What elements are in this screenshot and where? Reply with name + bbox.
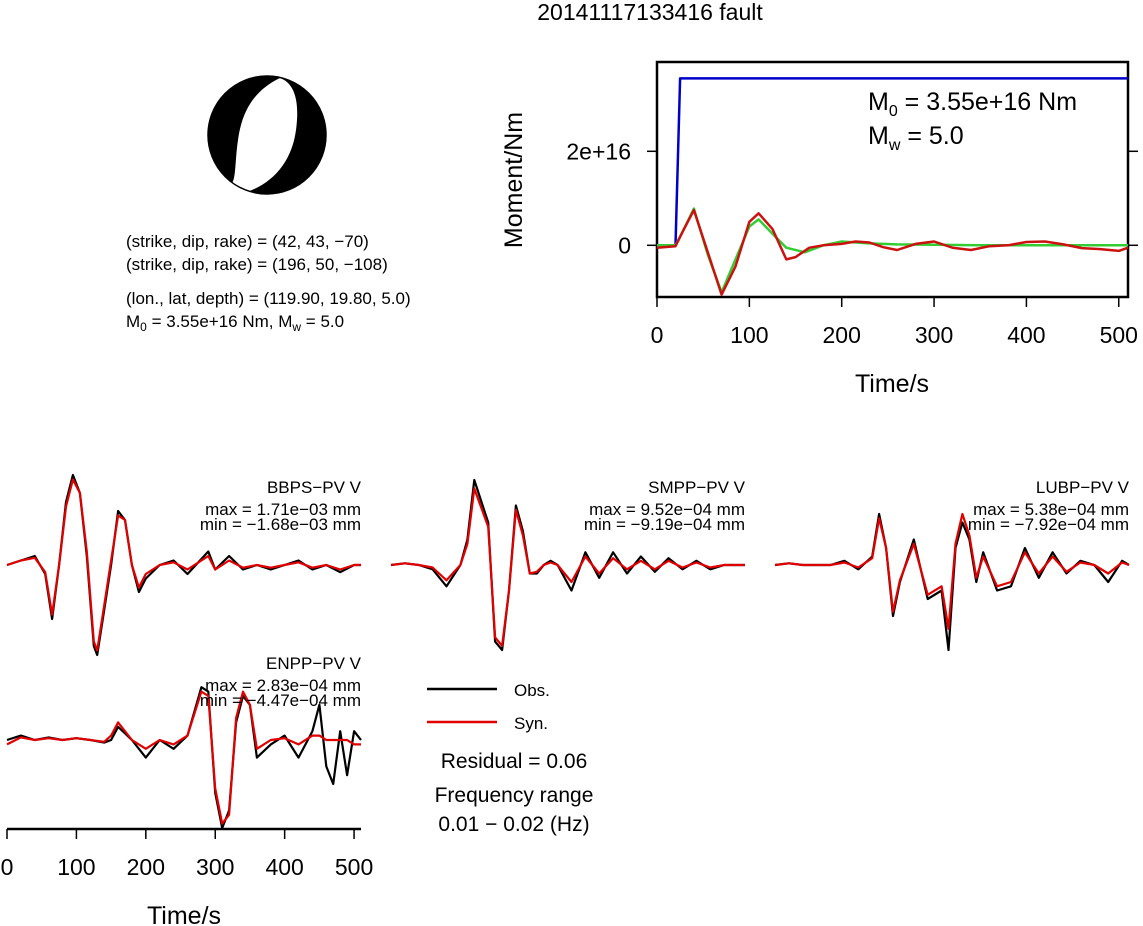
- moment-x-tick-label: 200: [823, 322, 861, 348]
- waveform-x-tick-label: 100: [57, 854, 95, 880]
- frequency-range-label: Frequency range: [435, 784, 594, 807]
- station-max: max = 9.52e−04 mm: [589, 500, 745, 519]
- synthetic-trace: [390, 487, 745, 647]
- moment-y-tick-label: 0: [618, 232, 631, 258]
- legend-observed-label: Obs.: [514, 681, 550, 700]
- synthetic-trace: [6, 690, 361, 825]
- station-min: min = −9.19e−04 mm: [584, 515, 745, 534]
- source-location: (lon., lat, depth) = (119.90, 19.80, 5.0…: [126, 289, 411, 308]
- figure-title: 20141117133416 fault: [537, 0, 763, 25]
- waveform-x-tick-label: 0: [1, 854, 14, 880]
- synthetic-trace: [774, 512, 1130, 630]
- moment-x-tick-label: 100: [730, 322, 768, 348]
- moment-series-group: [656, 77, 1129, 296]
- waveform-x-tick-label: 500: [335, 854, 373, 880]
- waveform-x-tick-label: 300: [196, 854, 234, 880]
- moment-x-axis-label: Time/s: [855, 370, 929, 398]
- moment-x-tick-label: 400: [1007, 322, 1045, 348]
- waveform-time-axis: 0 100 200 300 400 500: [1, 827, 373, 880]
- waveform-x-tick-label: 400: [265, 854, 303, 880]
- moment-x-tick-label: 300: [915, 322, 953, 348]
- station-label: SMPP−PV V: [648, 478, 746, 497]
- residual-text: Residual = 0.06: [441, 750, 588, 773]
- moment-function-chart: 0 100 200 300 400 500 0 2e+16 Time/s Moment/Nm…: [500, 60, 1138, 398]
- station-max: max = 1.71e−03 mm: [205, 500, 361, 519]
- nodal-plane-1: (strike, dip, rake) = (42, 43, −70): [126, 232, 369, 251]
- station-label: LUBP−PV V: [1036, 478, 1130, 497]
- source-magnitude: M0 = 3.55e+16 Nm, Mw = 5.0: [126, 312, 344, 334]
- waveform-x-tick-label: 200: [127, 854, 165, 880]
- moment-annotation-m0: M0 = 3.55e+16 Nm: [868, 88, 1077, 120]
- moment-x-tick-label: 500: [1100, 322, 1138, 348]
- moment-annotation-mw: Mw = 5.0: [868, 122, 964, 154]
- waveform-x-axis-label: Time/s: [147, 902, 221, 926]
- station-min: min = −4.47e−04 mm: [200, 691, 361, 710]
- station-max: max = 5.38e−04 mm: [973, 500, 1129, 519]
- legend-synthetic-label: Syn.: [514, 714, 548, 733]
- station-min: min = −7.92e−04 mm: [968, 515, 1129, 534]
- station-label: BBPS−PV V: [267, 478, 362, 497]
- nodal-plane-2: (strike, dip, rake) = (196, 50, −108): [126, 255, 388, 274]
- focal-mechanism-beachball: [207, 75, 327, 195]
- moment-y-axis: 0 2e+16: [566, 138, 1138, 258]
- moment-y-tick-label: 2e+16: [566, 138, 631, 164]
- moment-x-axis: 0 100 200 300 400 500: [651, 297, 1138, 348]
- moment-series-line-2: [656, 208, 1129, 296]
- synthetic-trace: [6, 478, 361, 652]
- moment-plot-frame: [655, 60, 1130, 299]
- station-min: min = −1.68e−03 mm: [200, 515, 361, 534]
- frequency-range-value: 0.01 − 0.02 (Hz): [438, 813, 589, 836]
- legend: Obs. Syn.: [427, 681, 550, 733]
- moment-y-axis-label: Moment/Nm: [500, 112, 528, 248]
- station-max: max = 2.83e−04 mm: [205, 676, 361, 695]
- station-label: ENPP−PV V: [266, 654, 362, 673]
- moment-x-tick-label: 0: [651, 322, 664, 348]
- source-info: (strike, dip, rake) = (42, 43, −70) (str…: [126, 232, 411, 334]
